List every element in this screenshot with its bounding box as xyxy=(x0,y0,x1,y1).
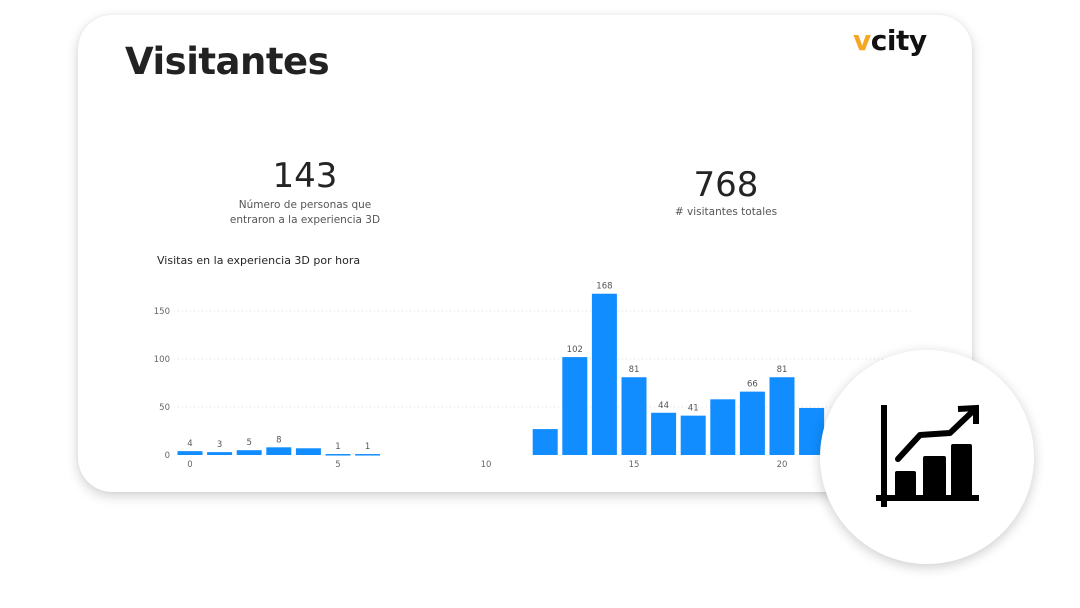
x-tick-label: 5 xyxy=(335,460,340,470)
data-label: 168 xyxy=(596,282,612,292)
kpi-total-visitors: 768 # visitantes totales xyxy=(626,167,826,220)
bar xyxy=(799,407,825,455)
bar xyxy=(266,447,292,455)
kpi-label: # visitantes totales xyxy=(674,206,778,218)
bar xyxy=(562,357,588,455)
bar xyxy=(621,377,647,455)
y-tick-label: 0 xyxy=(165,451,170,461)
bar xyxy=(710,399,736,455)
kpi-label: Número de personas que entraron a la expe… xyxy=(229,199,381,226)
kpi-value: 143 xyxy=(272,156,338,196)
data-label: 44 xyxy=(658,401,669,411)
bar xyxy=(295,448,321,455)
chart-title: Visitas en la experiencia 3D por hora xyxy=(157,254,361,267)
bar xyxy=(355,454,381,456)
x-tick-label: 20 xyxy=(777,460,788,470)
bar xyxy=(177,451,203,455)
bar xyxy=(680,415,706,455)
data-label: 102 xyxy=(567,345,583,355)
data-label: 3 xyxy=(217,440,222,450)
bar xyxy=(236,450,262,455)
x-tick-label: 15 xyxy=(629,460,640,470)
bar xyxy=(651,412,677,455)
bar xyxy=(532,429,558,455)
data-label: 5 xyxy=(246,438,251,448)
x-tick-label: 10 xyxy=(481,460,492,470)
data-label: 66 xyxy=(747,380,758,390)
vcity-logo: vcity xyxy=(853,24,927,57)
y-tick-label: 150 xyxy=(154,307,170,317)
page-title: Visitantes xyxy=(125,40,330,83)
bar xyxy=(769,377,795,455)
bar xyxy=(739,391,765,455)
data-label: 8 xyxy=(276,435,281,445)
data-label: 4 xyxy=(187,439,192,449)
kpi-value: 768 xyxy=(693,165,759,205)
y-tick-label: 100 xyxy=(154,355,170,365)
bar xyxy=(325,454,351,456)
data-label: 1 xyxy=(365,442,370,452)
x-tick-label: 0 xyxy=(187,460,192,470)
bar xyxy=(591,293,617,455)
y-tick-label: 50 xyxy=(159,403,170,413)
badge-circle xyxy=(820,350,1034,564)
growth-chart-icon xyxy=(876,404,979,507)
data-label: 81 xyxy=(629,365,640,375)
kpi-3d-visitors: 143 Número de personas que entraron a la … xyxy=(205,158,405,228)
data-label: 1 xyxy=(335,442,340,452)
data-label: 41 xyxy=(688,404,699,414)
bar xyxy=(207,452,233,455)
data-label: 81 xyxy=(777,365,788,375)
